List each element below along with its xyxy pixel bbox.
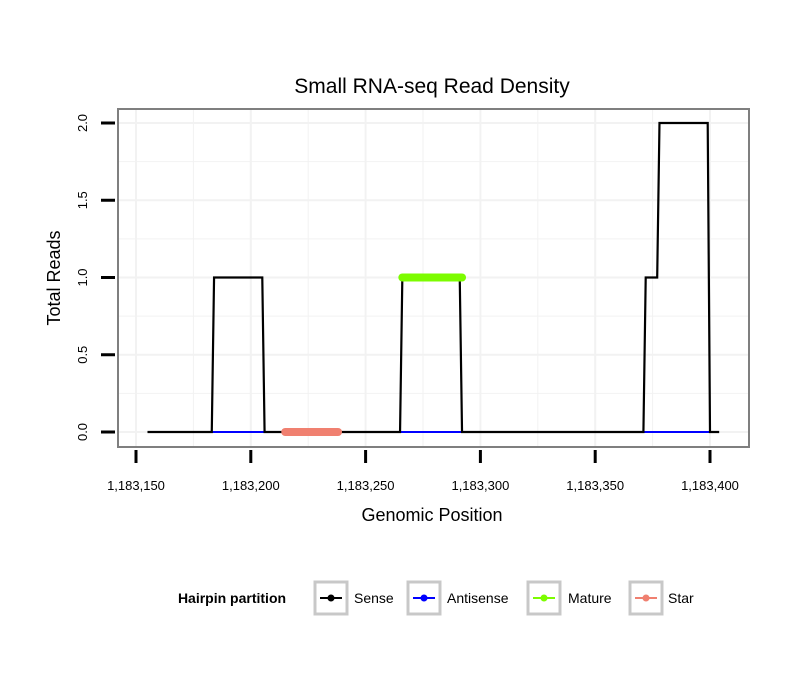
legend-key-dot xyxy=(540,594,548,602)
y-tick-label: 0.0 xyxy=(75,423,90,441)
legend: Hairpin partition Sense Antisense Mature St… xyxy=(178,580,694,616)
legend-key-dot xyxy=(327,594,335,602)
legend-entry-antisense: Antisense xyxy=(406,580,509,616)
x-tick-label: 1,183,350 xyxy=(566,478,624,493)
y-axis: 0.0 0.5 1.0 1.5 2.0 xyxy=(75,114,115,441)
x-axis: 1,183,150 1,183,200 1,183,250 1,183,300 1,18… xyxy=(107,450,739,493)
x-tick-label: 1,183,150 xyxy=(107,478,165,493)
legend-entries: Sense Antisense Mature Star xyxy=(313,580,694,616)
legend-key-dot xyxy=(642,594,650,602)
x-tick-label: 1,183,200 xyxy=(222,478,280,493)
legend-title: Hairpin partition xyxy=(178,590,286,606)
y-tick-label: 1.5 xyxy=(75,191,90,209)
x-tick-label: 1,183,300 xyxy=(451,478,509,493)
legend-key-dot xyxy=(420,594,428,602)
plot-border xyxy=(117,108,750,448)
x-tick-label: 1,183,400 xyxy=(681,478,739,493)
legend-label: Mature xyxy=(568,590,612,606)
chart-title: Small RNA-seq Read Density xyxy=(294,75,570,98)
y-axis-label: Total Reads xyxy=(44,230,64,325)
x-tick-label: 1,183,250 xyxy=(337,478,395,493)
y-tick-label: 0.5 xyxy=(75,346,90,364)
legend-label: Star xyxy=(668,590,694,606)
legend-entry-mature: Mature xyxy=(526,580,612,616)
data-layer xyxy=(147,121,720,436)
series-sense-line xyxy=(147,121,720,434)
legend-label: Sense xyxy=(354,590,394,606)
legend-label: Antisense xyxy=(447,590,509,606)
legend-entry-star: Star xyxy=(628,580,694,616)
y-tick-label: 1.0 xyxy=(75,268,90,286)
x-axis-label: Genomic Position xyxy=(361,505,502,525)
y-tick-label: 2.0 xyxy=(75,114,90,132)
legend-entry-sense: Sense xyxy=(313,580,394,616)
